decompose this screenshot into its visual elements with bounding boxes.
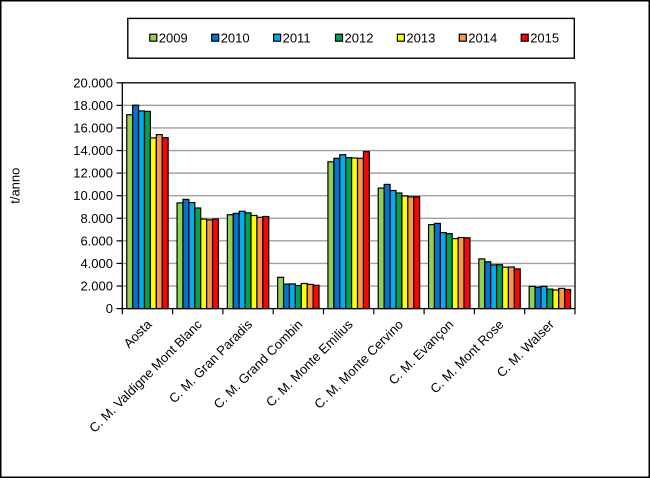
svg-text:12.000: 12.000 — [73, 166, 113, 181]
svg-text:20.000: 20.000 — [73, 75, 113, 90]
svg-text:0: 0 — [106, 301, 113, 316]
svg-text:t/anno: t/anno — [8, 168, 23, 204]
svg-text:4.000: 4.000 — [80, 256, 113, 271]
svg-text:18.000: 18.000 — [73, 98, 113, 113]
svg-text:6.000: 6.000 — [80, 233, 113, 248]
svg-text:10.000: 10.000 — [73, 188, 113, 203]
svg-text:2.000: 2.000 — [80, 279, 113, 294]
svg-text:14.000: 14.000 — [73, 143, 113, 158]
svg-text:16.000: 16.000 — [73, 120, 113, 135]
svg-text:2014: 2014 — [468, 31, 497, 46]
svg-text:2010: 2010 — [221, 31, 250, 46]
svg-text:2015: 2015 — [530, 31, 559, 46]
svg-text:2013: 2013 — [406, 31, 435, 46]
svg-text:2009: 2009 — [159, 31, 188, 46]
svg-text:2012: 2012 — [345, 31, 374, 46]
svg-text:8.000: 8.000 — [80, 211, 113, 226]
svg-text:2011: 2011 — [283, 31, 311, 46]
